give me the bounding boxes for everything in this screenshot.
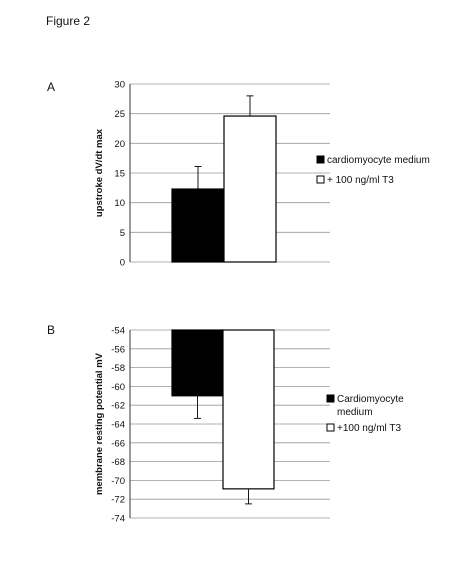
legend-swatch	[326, 394, 335, 403]
panel-label-a: A	[47, 80, 56, 94]
chart-b: -54 -56 -58 -60 -62 -64 -66 -68 -70 -72 -74 membran…	[94, 326, 404, 525]
y-tick-label: -68	[111, 457, 125, 468]
y-axis-label: membrane resting potential mV	[94, 352, 105, 495]
y-tick-label: 0	[120, 258, 125, 269]
y-tick-label: -56	[111, 344, 125, 355]
y-tick-label: -60	[111, 382, 125, 393]
bar	[171, 329, 224, 397]
bar	[222, 329, 275, 490]
legend-swatch	[316, 175, 325, 184]
legend-label: medium	[337, 407, 373, 418]
legend-label: cardiomyocyte medium	[327, 155, 430, 166]
y-tick-label: -62	[111, 401, 125, 412]
legend-label: +100 ng/ml T3	[337, 423, 401, 434]
legend-swatch	[326, 423, 335, 432]
y-tick-label: -72	[111, 495, 125, 506]
panel-label-b: B	[47, 323, 56, 337]
y-axis-label: upstroke dV/dt max	[94, 128, 105, 217]
y-tick-label: -74	[111, 514, 125, 525]
y-tick-label: -54	[111, 326, 125, 337]
y-tick-label: -64	[111, 420, 125, 431]
y-tick-label: 20	[114, 139, 125, 150]
y-tick-label: 10	[114, 198, 125, 209]
y-tick-label: -58	[111, 363, 125, 374]
y-tick-label: 25	[114, 109, 125, 120]
y-tick-label: 30	[114, 80, 125, 91]
y-tick-label: 5	[120, 228, 125, 239]
legend-label: Cardiomyocyte	[337, 394, 404, 405]
y-tick-label: -66	[111, 438, 125, 449]
bar	[223, 115, 277, 263]
y-tick-label: 15	[114, 169, 125, 180]
figure-title: Figure 2	[46, 14, 91, 28]
bar	[171, 188, 225, 263]
legend-label: + 100 ng/ml T3	[327, 175, 394, 186]
chart-a: 0 5 10 15 20 25 30 upstroke dV/dt max cardiomyoc…	[94, 80, 430, 269]
legend-swatch	[316, 155, 325, 164]
y-tick-label: -70	[111, 476, 125, 487]
